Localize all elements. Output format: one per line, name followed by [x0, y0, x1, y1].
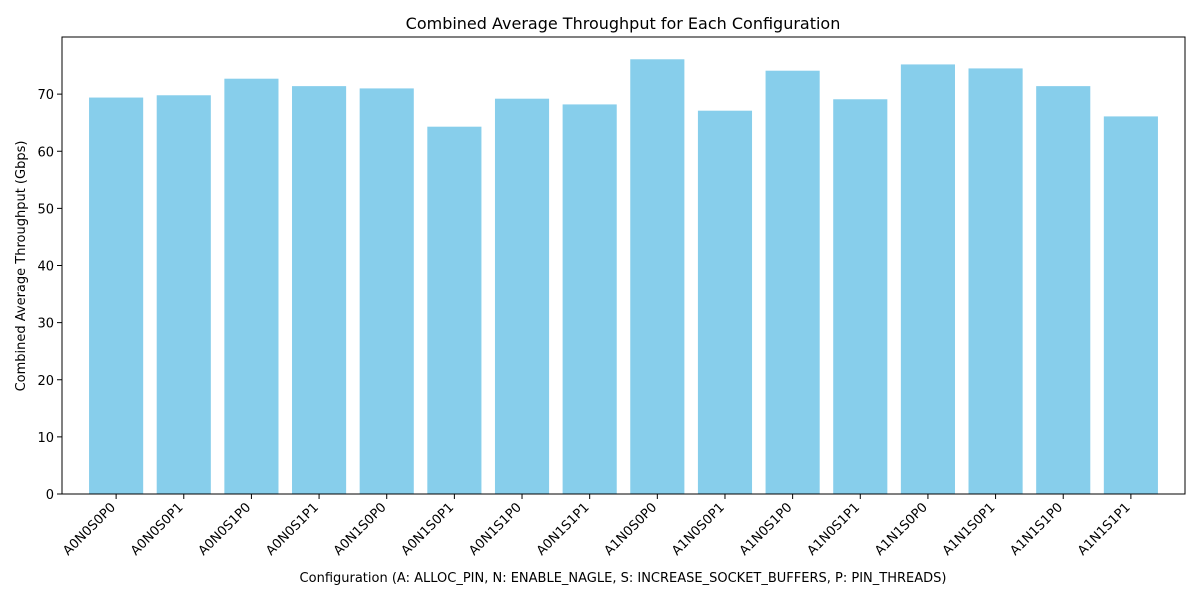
x-tick-label: A1N1S0P1 — [940, 500, 999, 559]
bar-A1N1S1P1 — [1103, 116, 1158, 494]
x-tick-label: A0N1S0P1 — [399, 500, 458, 559]
y-tick-label: 60 — [37, 145, 54, 160]
bars-group — [89, 59, 1158, 495]
bar-A0N0S0P0 — [89, 97, 144, 495]
x-tick-label: A1N1S0P0 — [872, 500, 931, 559]
x-axis: A0N0S0P0 A0N0S0P1 A0N0S1P0 A0N0S1P1 A0N1S0P0… — [60, 494, 1134, 559]
bar-A0N1S0P1 — [427, 126, 482, 494]
chart-title: Combined Average Throughput for Each Con… — [406, 14, 841, 33]
x-tick-label: A0N0S1P0 — [196, 500, 255, 559]
x-tick-label: A0N0S0P0 — [60, 500, 119, 559]
y-tick-label: 20 — [37, 374, 54, 389]
bar-A0N0S0P1 — [156, 95, 211, 494]
bar-A1N1S0P1 — [968, 68, 1023, 494]
y-tick-label: 0 — [46, 488, 54, 503]
bar-A0N0S1P1 — [292, 86, 347, 494]
y-axis-label: Combined Average Throughput (Gbps) — [14, 141, 29, 392]
y-tick-label: 10 — [37, 431, 54, 446]
x-tick-label: A1N0S1P0 — [737, 500, 796, 559]
bar-A1N0S0P1 — [697, 110, 753, 494]
y-axis: 0 10 20 30 40 50 60 70 — [37, 88, 62, 503]
x-axis-label: Configuration (A: ALLOC_PIN, N: ENABLE_N… — [300, 571, 947, 586]
bar-A1N0S1P1 — [833, 99, 888, 495]
x-tick-label: A0N1S0P0 — [331, 500, 390, 559]
bar-A0N1S1P0 — [494, 98, 550, 494]
bar-A1N1S0P0 — [900, 64, 955, 495]
bar-A1N0S0P0 — [630, 59, 685, 495]
y-tick-label: 70 — [37, 88, 54, 103]
x-tick-label: A1N0S0P1 — [669, 500, 728, 559]
x-tick-label: A0N1S1P0 — [466, 500, 525, 559]
x-tick-label: A1N0S1P1 — [805, 500, 864, 559]
x-tick-label: A0N0S1P1 — [263, 500, 322, 559]
x-tick-label: A0N0S0P1 — [128, 500, 187, 559]
x-tick-label: A1N0S0P0 — [602, 500, 661, 559]
x-tick-label: A0N1S1P1 — [534, 500, 593, 559]
bar-A0N0S1P0 — [224, 78, 279, 495]
y-tick-label: 30 — [37, 317, 54, 332]
x-tick-label: A1N1S1P0 — [1008, 500, 1067, 559]
bar-A1N0S1P0 — [765, 70, 820, 495]
y-tick-label: 40 — [37, 260, 54, 275]
bar-A1N1S1P0 — [1036, 86, 1091, 494]
plot-frame — [61, 36, 1186, 495]
bar-A0N1S1P1 — [562, 104, 617, 494]
y-tick-label: 50 — [37, 202, 54, 217]
bar-A0N1S0P0 — [359, 88, 414, 494]
x-tick-label: A1N1S1P1 — [1075, 500, 1134, 559]
